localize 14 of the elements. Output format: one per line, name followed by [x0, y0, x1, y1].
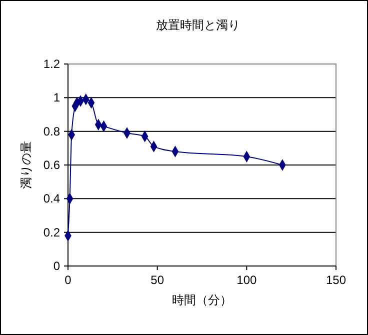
y-axis-title: 濁りの量	[19, 141, 33, 189]
x-tick-label: 0	[64, 273, 72, 287]
x-axis-title: 時間（分）	[172, 293, 232, 307]
chart-title: 放置時間と濁り	[156, 18, 240, 32]
y-tick-label: 0.8	[43, 124, 60, 138]
x-tick-label: 50	[150, 273, 164, 287]
y-tick-label: 0.4	[43, 192, 60, 206]
x-tick-label: 150	[326, 273, 346, 287]
y-tick-label: 0.6	[43, 158, 60, 172]
y-tick-label: 1.2	[43, 57, 60, 71]
x-tick-label: 100	[236, 273, 257, 287]
y-tick-label: 1	[53, 90, 60, 105]
y-tick-label: 0	[53, 259, 60, 273]
y-tick-label: 0.2	[43, 225, 60, 240]
